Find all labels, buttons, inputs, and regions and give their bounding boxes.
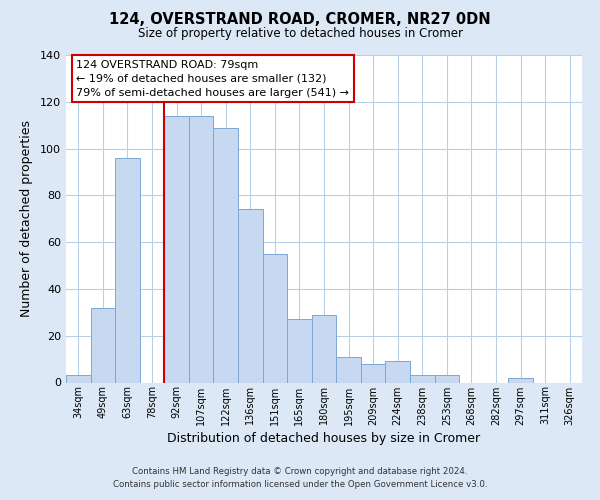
Bar (189, 116, 214, 382)
Bar (508, 378, 533, 382)
Bar (361, 364, 385, 382)
Text: Contains HM Land Registry data © Crown copyright and database right 2024.
Contai: Contains HM Land Registry data © Crown c… (113, 468, 487, 489)
Y-axis label: Number of detached properties: Number of detached properties (20, 120, 33, 318)
Bar (91, 308, 115, 382)
Text: Size of property relative to detached houses in Cromer: Size of property relative to detached ho… (137, 28, 463, 40)
Bar (164, 116, 189, 382)
Bar (66, 376, 91, 382)
Bar (336, 357, 361, 382)
Bar (434, 376, 459, 382)
Bar (214, 128, 238, 382)
X-axis label: Distribution of detached houses by size in Cromer: Distribution of detached houses by size … (167, 432, 481, 444)
Bar (385, 362, 410, 382)
Bar (263, 254, 287, 382)
Bar (287, 320, 312, 382)
Bar (312, 314, 336, 382)
Bar (115, 158, 140, 382)
Text: 124 OVERSTRAND ROAD: 79sqm
← 19% of detached houses are smaller (132)
79% of sem: 124 OVERSTRAND ROAD: 79sqm ← 19% of deta… (76, 60, 349, 98)
Bar (238, 210, 263, 382)
Text: 124, OVERSTRAND ROAD, CROMER, NR27 0DN: 124, OVERSTRAND ROAD, CROMER, NR27 0DN (109, 12, 491, 28)
Bar (410, 376, 434, 382)
